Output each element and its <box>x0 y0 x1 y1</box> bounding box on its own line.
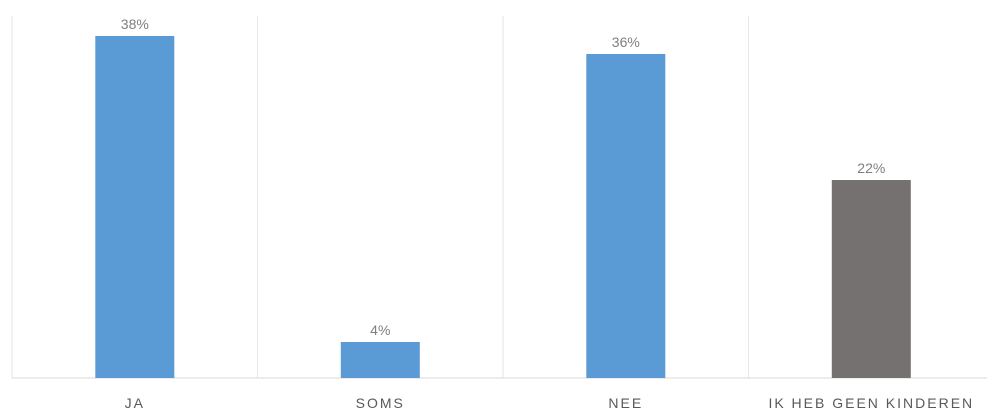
category-label-1: SOMS <box>356 395 405 411</box>
chart-bars <box>95 36 911 378</box>
bar-0 <box>95 36 175 378</box>
chart-gridlines <box>11 16 749 378</box>
category-label-2: NEE <box>608 395 643 411</box>
data-label-1: 4% <box>370 322 390 338</box>
data-label-2: 36% <box>612 34 640 50</box>
bar-3 <box>831 180 911 378</box>
chart-labels: 38% JA 4% SOMS 36% NEE 22% IK HEB GEEN KINDEREN <box>121 16 974 411</box>
category-label-0: JA <box>125 395 145 411</box>
data-label-0: 38% <box>121 16 149 32</box>
bar-2 <box>586 54 666 378</box>
bar-1 <box>340 342 420 378</box>
category-label-3: IK HEB GEEN KINDEREN <box>768 395 974 411</box>
data-label-3: 22% <box>857 160 885 176</box>
